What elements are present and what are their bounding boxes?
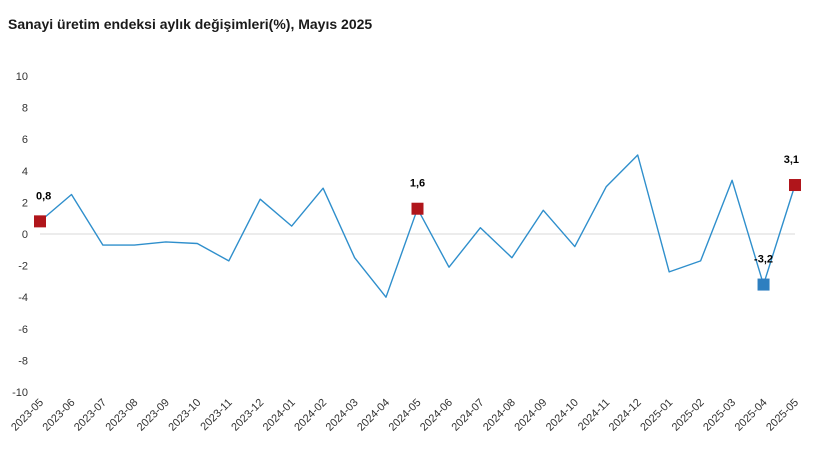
y-tick-label: -8 xyxy=(18,355,28,367)
x-tick-label: 2023-10 xyxy=(166,397,203,434)
data-label: -3,2 xyxy=(754,254,773,266)
x-tick-label: 2024-11 xyxy=(576,397,612,433)
x-tick-label: 2024-06 xyxy=(418,397,455,434)
y-tick-label: 8 xyxy=(22,103,28,115)
x-tick-label: 2024-10 xyxy=(544,397,581,434)
x-tick-label: 2023-12 xyxy=(229,397,266,434)
y-axis: 10 8 6 4 2 0 -2 -4 -6 -8 -10 xyxy=(12,71,28,399)
y-tick-label: -2 xyxy=(18,261,28,273)
x-tick-label: 2024-09 xyxy=(512,397,549,434)
x-tick-label: 2025-05 xyxy=(764,397,801,434)
y-tick-label: 4 xyxy=(22,166,28,178)
data-label: 0,8 xyxy=(36,190,51,202)
x-tick-label: 2024-01 xyxy=(261,397,298,434)
x-tick-label: 2024-07 xyxy=(450,397,487,434)
x-tick-label: 2023-09 xyxy=(135,397,172,434)
x-tick-label: 2024-04 xyxy=(355,397,392,434)
y-tick-label: 0 xyxy=(22,229,28,241)
x-tick-label: 2024-12 xyxy=(607,397,644,434)
series-group xyxy=(39,154,796,298)
y-tick-label: -6 xyxy=(18,324,28,336)
x-tick-label: 2024-03 xyxy=(324,397,361,434)
data-point-marker xyxy=(789,179,801,192)
x-tick-label: 2025-01 xyxy=(638,397,675,434)
x-axis: 2023-052023-062023-072023-082023-092023-… xyxy=(9,397,801,434)
x-tick-label: 2025-02 xyxy=(670,397,707,434)
y-tick-label: -4 xyxy=(18,292,28,304)
x-tick-label: 2024-08 xyxy=(481,397,518,434)
x-tick-label: 2023-06 xyxy=(41,397,78,434)
x-tick-label: 2023-11 xyxy=(198,397,234,433)
series-line xyxy=(39,154,796,298)
x-tick-label: 2023-08 xyxy=(103,397,140,434)
data-point-marker xyxy=(411,202,424,215)
y-tick-label: 2 xyxy=(22,197,28,209)
x-tick-label: 2025-04 xyxy=(733,397,770,434)
x-tick-label: 2023-05 xyxy=(9,397,46,434)
data-label: 1,6 xyxy=(410,178,425,190)
x-tick-label: 2024-05 xyxy=(387,397,424,434)
highlight-markers: 0,8 1,6 -3,2 3,1 xyxy=(34,154,801,291)
x-tick-label: 2024-02 xyxy=(292,397,329,434)
data-point-marker xyxy=(34,215,46,228)
x-tick-label: 2023-07 xyxy=(72,397,109,434)
y-tick-label: 10 xyxy=(16,71,28,83)
y-tick-label: -10 xyxy=(12,387,28,399)
chart-title: Sanayi üretim endeksi aylık değişimleri(… xyxy=(8,16,373,32)
data-label: 3,1 xyxy=(784,154,799,166)
data-point-marker xyxy=(757,278,770,291)
x-tick-label: 2025-03 xyxy=(701,397,738,434)
y-tick-label: 6 xyxy=(22,134,28,146)
